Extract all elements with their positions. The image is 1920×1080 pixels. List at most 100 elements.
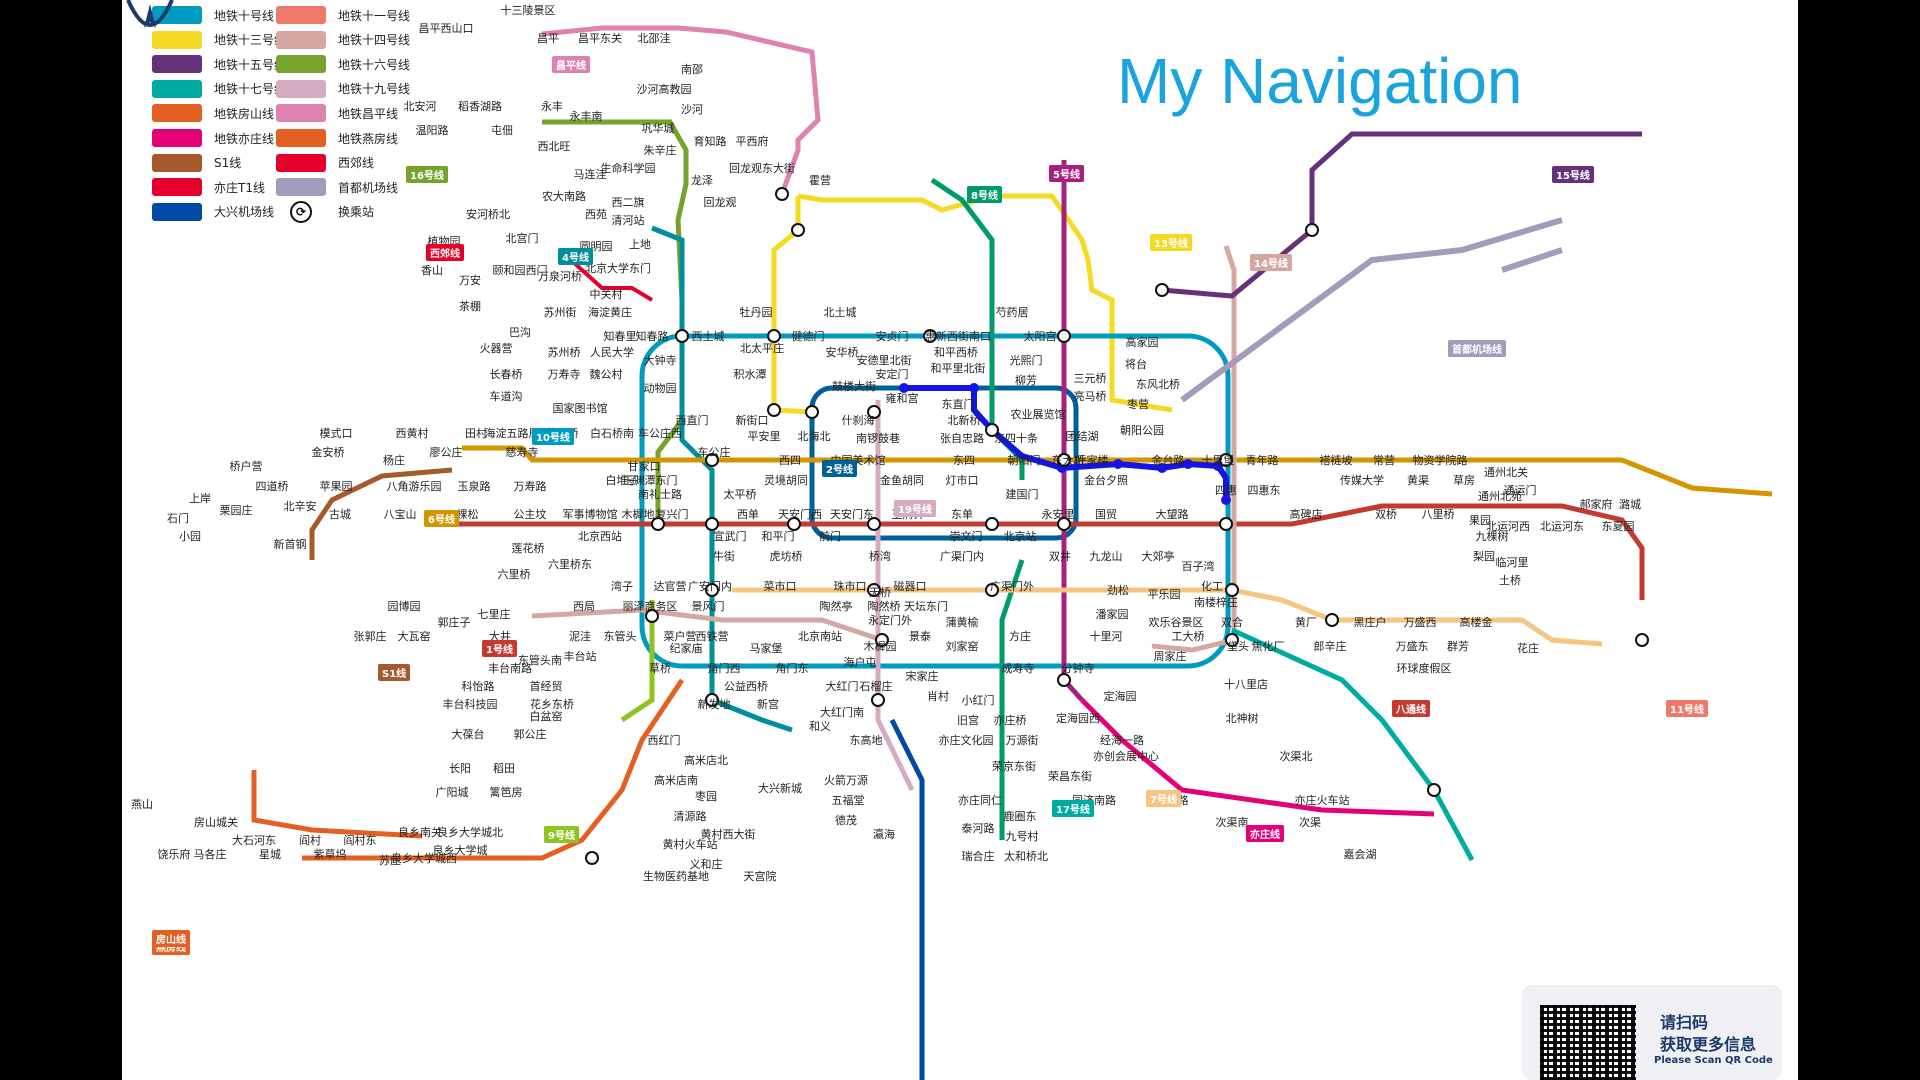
station-label[interactable]: 东大桥: [1052, 453, 1085, 467]
station-label[interactable]: 新首钢: [274, 537, 307, 551]
station-label[interactable]: 物资学院路: [1413, 453, 1468, 467]
station-label[interactable]: 牛街: [713, 549, 735, 563]
station-label[interactable]: 高米店北: [684, 753, 728, 767]
station-label[interactable]: 人民大学: [590, 345, 634, 359]
station-label[interactable]: 积水潭: [734, 368, 767, 381]
station-label[interactable]: 西土城: [692, 330, 725, 343]
station-label[interactable]: 双合: [1221, 615, 1243, 629]
station-label[interactable]: 良乡大学城: [433, 843, 488, 857]
station-label[interactable]: 北土城: [824, 306, 857, 319]
station-label[interactable]: 丰台站: [564, 649, 597, 663]
station-label[interactable]: 十里堡: [1202, 453, 1235, 467]
station-label[interactable]: 环球度假区: [1397, 661, 1452, 675]
station-label[interactable]: 鹿圈东: [1004, 809, 1037, 823]
station-label[interactable]: 通州北关: [1484, 465, 1528, 479]
station-label[interactable]: 西北旺: [538, 140, 571, 153]
station-label[interactable]: 菜户营: [664, 629, 697, 643]
station-label[interactable]: 昌平: [537, 32, 559, 45]
station-label[interactable]: 肖村: [927, 689, 949, 703]
station-label[interactable]: 海户屯: [844, 655, 877, 669]
station-label[interactable]: 燕山: [131, 798, 153, 811]
station-label[interactable]: 天安门西: [778, 507, 822, 521]
station-label[interactable]: 荣昌东街: [1048, 769, 1092, 783]
station-label[interactable]: 知春里: [604, 329, 637, 343]
station-label[interactable]: 西铁营: [696, 629, 729, 643]
station-label[interactable]: 车道沟: [490, 389, 523, 403]
station-label[interactable]: 广渠门内: [940, 549, 984, 563]
station-label[interactable]: 双桥: [1375, 508, 1397, 521]
station-label[interactable]: 万寿寺: [548, 367, 581, 381]
station-label[interactable]: 传媒大学: [1340, 473, 1384, 487]
station-label[interactable]: 中关村: [590, 287, 623, 301]
station-label[interactable]: 八宝山: [384, 507, 417, 521]
station-label[interactable]: 潘家园: [1096, 607, 1129, 621]
station-label[interactable]: 沙河: [681, 103, 703, 116]
station-label[interactable]: 万寿路: [514, 479, 547, 493]
station-label[interactable]: 永丰: [541, 99, 563, 113]
station-label[interactable]: 复兴门: [656, 507, 689, 521]
station-label[interactable]: 北运河西: [1486, 520, 1530, 533]
station-label[interactable]: 大石河东: [232, 833, 276, 847]
station-label[interactable]: 良乡大学城北: [437, 825, 503, 839]
station-label[interactable]: 清源路: [674, 809, 707, 823]
station-label[interactable]: 黄厂: [1295, 615, 1317, 629]
station-label[interactable]: 角门东: [776, 661, 809, 675]
station-label[interactable]: 前门: [819, 529, 841, 543]
station-label[interactable]: 万盛东: [1396, 639, 1429, 653]
station-label[interactable]: 屯佃: [491, 124, 513, 137]
station-label[interactable]: 西局: [573, 600, 595, 613]
station-label[interactable]: 亦庄文化园: [939, 733, 994, 747]
station-label[interactable]: 马连洼: [574, 167, 607, 181]
station-label[interactable]: 霍营: [809, 173, 831, 187]
station-label[interactable]: 菜市口: [764, 579, 797, 593]
station-label[interactable]: 万安: [459, 273, 481, 287]
station-label[interactable]: 灯市口: [946, 473, 979, 487]
station-label[interactable]: 广安门内: [688, 579, 732, 593]
station-label[interactable]: 灵境胡同: [764, 473, 808, 487]
station-label[interactable]: 草桥: [649, 662, 671, 675]
station-label[interactable]: 和义: [809, 720, 831, 733]
station-label[interactable]: 东管头: [604, 629, 637, 643]
station-label[interactable]: 大兴新城: [758, 781, 802, 795]
station-label[interactable]: 北安河: [404, 99, 437, 113]
station-label[interactable]: 将台: [1125, 357, 1147, 371]
station-label[interactable]: 南邵: [681, 63, 703, 76]
station-label[interactable]: 花庄: [1517, 641, 1539, 655]
station-label[interactable]: 东夏园: [1602, 520, 1635, 533]
station-label[interactable]: 公益西桥: [724, 679, 768, 693]
station-label[interactable]: 瑞合庄: [962, 849, 995, 863]
station-label[interactable]: 龙泽: [691, 174, 713, 187]
station-label[interactable]: 陶然桥: [868, 599, 901, 613]
station-label[interactable]: 海淀黄庄: [588, 305, 632, 319]
station-label[interactable]: 经海一路: [1100, 733, 1144, 747]
station-label[interactable]: 东风北桥: [1136, 378, 1180, 391]
station-label[interactable]: 北京西站: [578, 529, 622, 543]
station-label[interactable]: 大红门: [826, 679, 859, 693]
station-label[interactable]: 巩华城: [642, 121, 675, 135]
station-label[interactable]: 百子湾: [1182, 559, 1215, 573]
station-label[interactable]: 知春路: [636, 329, 669, 343]
station-label[interactable]: 丰台科技园: [443, 697, 498, 711]
station-label[interactable]: 梨园: [1473, 549, 1495, 563]
station-label[interactable]: 永安里: [1042, 507, 1075, 521]
station-label[interactable]: 湾子: [611, 579, 633, 593]
station-label[interactable]: 国家图书馆: [553, 401, 608, 415]
station-label[interactable]: 双井: [1049, 549, 1071, 563]
station-label[interactable]: 六里桥: [498, 568, 531, 581]
station-label[interactable]: 昌平东关: [578, 31, 622, 45]
station-label[interactable]: 朱辛庄: [644, 143, 677, 157]
station-label[interactable]: 苏庄: [379, 853, 401, 867]
station-label[interactable]: 高家园: [1126, 335, 1159, 349]
station-label[interactable]: 首经贸: [530, 679, 563, 693]
station-label[interactable]: 广阳城: [436, 786, 469, 799]
station-label[interactable]: 玉渊潭东门: [623, 473, 678, 487]
station-label[interactable]: 苏州桥: [548, 346, 581, 359]
station-label[interactable]: 瀛海: [873, 827, 895, 841]
station-label[interactable]: 马各庄: [194, 847, 227, 861]
station-label[interactable]: 北运河东: [1540, 520, 1584, 533]
station-label[interactable]: 大钟寺: [644, 353, 677, 367]
station-label[interactable]: 东高地: [850, 733, 883, 747]
station-label[interactable]: 纪家庙: [670, 641, 703, 655]
station-label[interactable]: 南礼士路: [638, 487, 682, 501]
station-label[interactable]: 通运门: [1504, 483, 1537, 497]
